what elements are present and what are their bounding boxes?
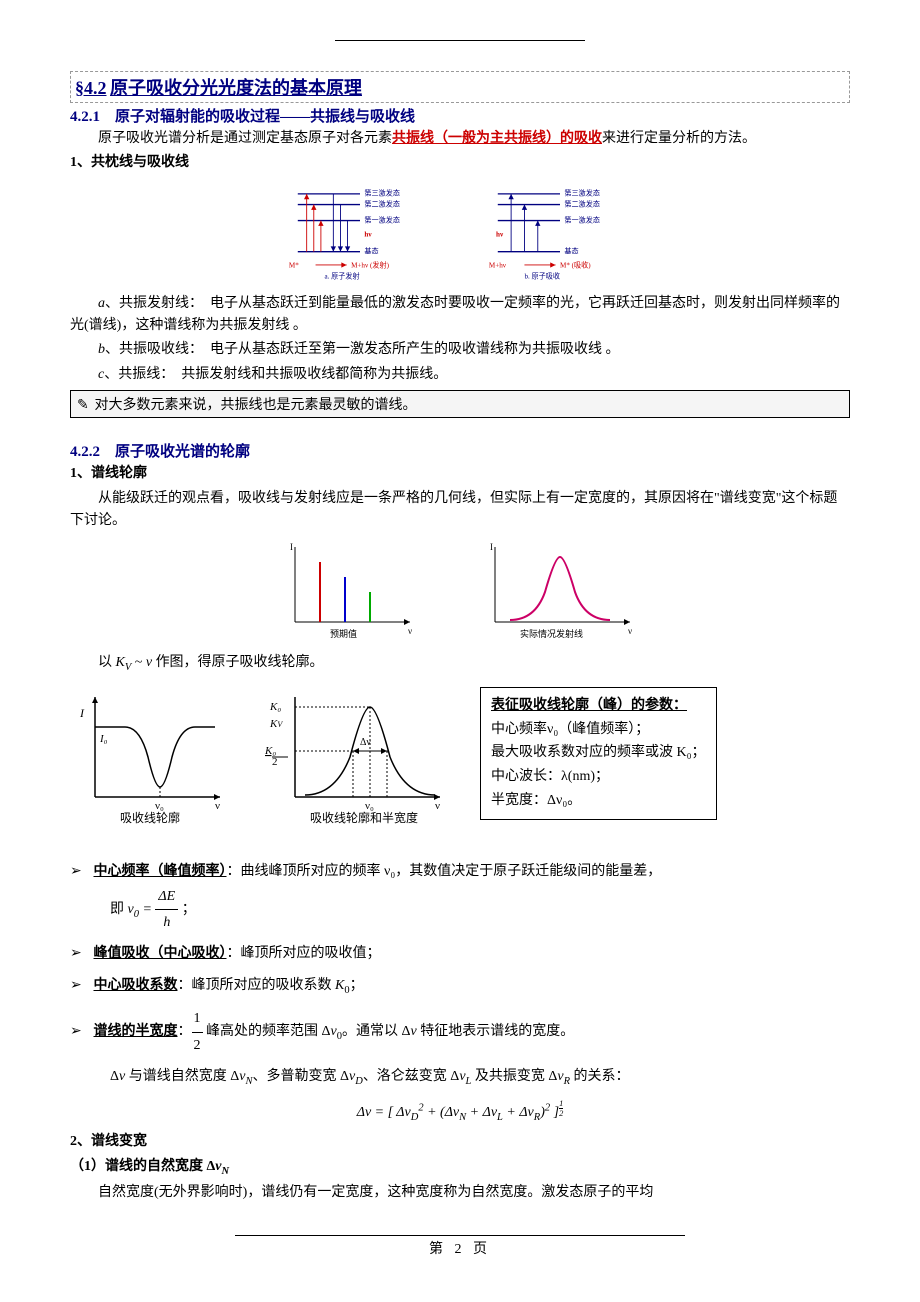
- line-c: c、共振线： 共振发射线和共振吸收线都简称为共振线。: [70, 364, 850, 386]
- line-a: aa、共振发射线： 电子从基态跃迁到能量最低的激发态时要吸收一定频率的光，它再跃…: [70, 293, 850, 338]
- kv-line: 以 KV ~ ν 作图，得原子吸收线轮廓。: [70, 652, 850, 677]
- spectrum-diagrams: I ν 预期值 I ν 实际情况发射线: [70, 542, 850, 642]
- emission-diagram: 第三激发态 第二激发态 第一激发态 hν 基态 M* M+hν (发射) a. …: [280, 185, 440, 283]
- svg-text:ν: ν: [435, 800, 440, 812]
- svg-text:I: I: [290, 542, 293, 552]
- svg-text:hν: hν: [364, 230, 372, 238]
- svg-text:Δν: Δν: [360, 737, 371, 748]
- svg-text:KV: KV: [269, 718, 283, 730]
- item2-title: 2、谱线变宽: [70, 1131, 850, 1153]
- parameter-box: 表征吸收线轮廓（峰）的参数： 中心频率ν₀（峰值频率）； 最大吸收系数对应的频率…: [480, 687, 717, 820]
- svg-text:2: 2: [272, 756, 278, 768]
- svg-text:ν: ν: [215, 800, 220, 812]
- svg-text:第三激发态: 第三激发态: [364, 188, 400, 197]
- para-422-1: 从能级跃迁的观点看，吸收线与发射线应是一条严格的几何线，但实际上有一定宽度的，其…: [70, 488, 850, 533]
- page-number: 第 2 页: [235, 1235, 685, 1258]
- param2: 最大吸收系数对应的频率或波 K₀；: [491, 741, 706, 765]
- note-box: ✎ 对大多数元素来说，共振线也是元素最灵敏的谱线。: [70, 390, 850, 418]
- delta-nu-formula: Δν = [ ΔνD2 + (ΔνN + ΔνL + ΔνR)2 ]12: [70, 1099, 850, 1123]
- param-title: 表征吸收线轮廓（峰）的参数：: [491, 698, 687, 713]
- cursor-icon: ✎: [77, 397, 91, 414]
- svg-text:第一激发态: 第一激发态: [364, 215, 400, 224]
- svg-text:基态: 基态: [564, 246, 578, 255]
- item2-sub: （1）谱线的自然宽度 ΔνN: [70, 1156, 850, 1181]
- svg-text:第一激发态: 第一激发态: [564, 215, 600, 224]
- bullet-4: ➢ 谱线的半宽度：12 峰高处的频率范围 Δν0。通常以 Δν 特征地表示谱线的…: [70, 1006, 850, 1091]
- svg-text:ν: ν: [408, 626, 412, 636]
- svg-text:M+hν: M+hν: [489, 261, 507, 269]
- energy-diagrams: 第三激发态 第二激发态 第一激发态 hν 基态 M* M+hν (发射) a. …: [70, 185, 850, 283]
- svg-text:K₀: K₀: [269, 701, 281, 713]
- bullet-3: ➢ 中心吸收系数：峰顶所对应的吸收系数 K0；: [70, 973, 850, 1001]
- svg-text:实际情况发射线: 实际情况发射线: [520, 628, 583, 639]
- svg-text:基态: 基态: [364, 246, 378, 255]
- svg-text:M* (吸收): M* (吸收): [560, 260, 591, 269]
- svg-text:M*: M*: [289, 261, 299, 269]
- svg-text:吸收线轮廓: 吸收线轮廓: [120, 810, 180, 825]
- svg-text:ν: ν: [628, 626, 632, 636]
- absorption-profile: I I₀ ν₀ ν 吸收线轮廓: [70, 687, 230, 827]
- param4: 半宽度：Δν₀。: [491, 789, 706, 813]
- arrow-icon: ➢: [70, 973, 90, 998]
- absorption-diagram: 第三激发态 第二激发态 第一激发态 hν 基态 M+hν M* (吸收) b. …: [480, 185, 640, 283]
- expected-spectrum: I ν 预期值: [280, 542, 420, 642]
- section-title: 原子吸收分光光度法的基本原理: [110, 78, 362, 98]
- bullet-1: ➢ 中心频率（峰值频率）：曲线峰顶所对应的频率 ν₀，其数值决定于原子跃迁能级间…: [70, 859, 850, 936]
- item1-title: 1、共枕线与吸收线: [70, 152, 850, 174]
- svg-text:I₀: I₀: [99, 733, 108, 745]
- line-b: b、共振吸收线： 电子从基态跃迁至第一激发态所产生的吸收谱线称为共振吸收线 。: [70, 339, 850, 361]
- arrow-icon: ➢: [70, 859, 90, 884]
- section-number: §4.2: [75, 78, 107, 98]
- item2-para: 自然宽度(无外界影响时)，谱线仍有一定宽度，这种宽度称为自然宽度。激发态原子的平…: [70, 1182, 850, 1204]
- actual-spectrum: I ν 实际情况发射线: [480, 542, 640, 642]
- item422-1: 1、谱线轮廓: [70, 463, 850, 485]
- svg-text:I: I: [79, 706, 85, 720]
- param1: 中心频率ν₀（峰值频率）；: [491, 718, 706, 742]
- subsection-421: 4.2.1 原子对辐射能的吸收过程——共振线与吸收线: [70, 105, 850, 126]
- svg-text:第二激发态: 第二激发态: [364, 199, 400, 208]
- svg-text:第三激发态: 第三激发态: [564, 188, 600, 197]
- svg-text:M+hν (发射): M+hν (发射): [351, 260, 389, 269]
- svg-text:b. 原子吸收: b. 原子吸收: [524, 271, 560, 280]
- bullet-2: ➢ 峰值吸收（中心吸收）：峰顶所对应的吸收值；: [70, 941, 850, 966]
- svg-text:hν: hν: [496, 230, 504, 238]
- param3: 中心波长：λ(nm)；: [491, 765, 706, 789]
- section-title-box: §4.2 原子吸收分光光度法的基本原理: [70, 71, 850, 103]
- svg-text:I: I: [490, 542, 493, 552]
- svg-text:预期值: 预期值: [330, 628, 357, 639]
- profile-diagrams: I I₀ ν₀ ν 吸收线轮廓 K₀ KV K₀ 2 Δν: [70, 687, 850, 827]
- svg-text:吸收线轮廓和半宽度: 吸收线轮廓和半宽度: [310, 810, 418, 825]
- subsection-422: 4.2.2 原子吸收光谱的轮廓: [70, 440, 850, 461]
- halfwidth-profile: K₀ KV K₀ 2 Δν ν₀ ν 吸收线轮廓和半宽度: [260, 687, 450, 827]
- intro-emphasis: 共振线（一般为主共振线）的吸收: [392, 131, 602, 146]
- svg-text:a. 原子发射: a. 原子发射: [324, 271, 359, 280]
- arrow-icon: ➢: [70, 1019, 90, 1044]
- intro-paragraph: 原子吸收光谱分析是通过测定基态原子对各元素共振线（一般为主共振线）的吸收来进行定…: [70, 128, 850, 150]
- note-text: 对大多数元素来说，共振线也是元素最灵敏的谱线。: [95, 398, 417, 413]
- svg-text:第二激发态: 第二激发态: [564, 199, 600, 208]
- arrow-icon: ➢: [70, 941, 90, 966]
